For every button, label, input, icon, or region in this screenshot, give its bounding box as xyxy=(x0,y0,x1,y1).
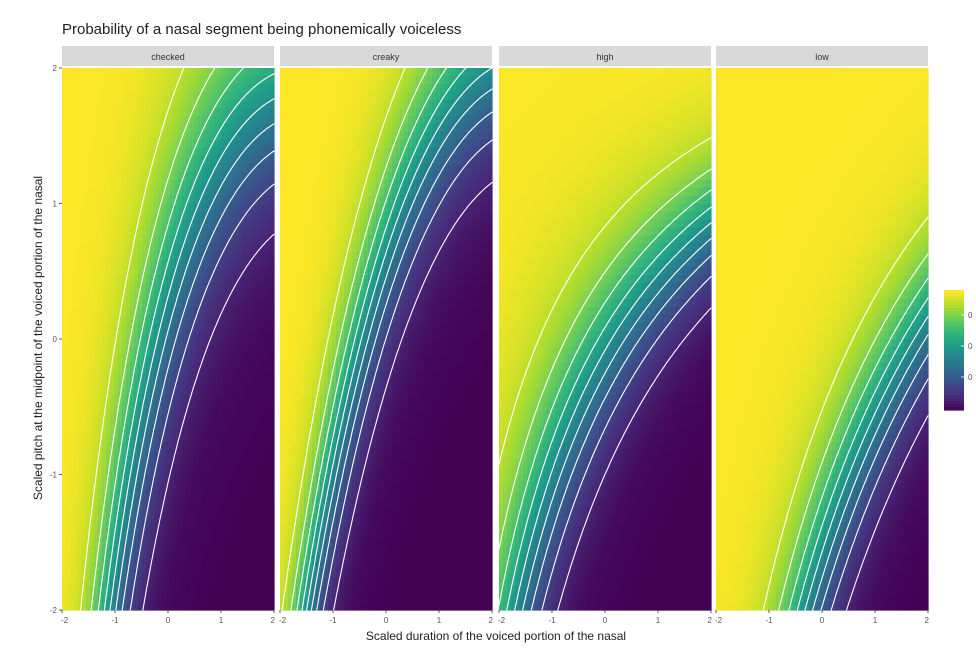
x-tick-label: 1 xyxy=(873,616,878,625)
x-tick-label: -2 xyxy=(498,616,506,625)
legend-label: 0 xyxy=(968,311,973,320)
x-tick-label: 0 xyxy=(384,616,389,625)
x-tick-label: 0 xyxy=(820,616,825,625)
x-tick-label: 2 xyxy=(708,616,713,625)
x-tick-label: 1 xyxy=(656,616,661,625)
chart-title: Probability of a nasal segment being pho… xyxy=(62,21,461,38)
x-tick-label: -1 xyxy=(111,616,119,625)
y-tick-label: -2 xyxy=(50,606,58,615)
x-tick-label: 2 xyxy=(271,616,276,625)
facet-panel-low: low -2 -1 0 1 2 xyxy=(715,46,930,625)
facet-panel-creaky: creaky -2 -1 0 1 2 xyxy=(279,46,494,625)
legend-swatch xyxy=(944,407,964,411)
x-tick-label: 2 xyxy=(489,616,494,625)
facet-label: creaky xyxy=(373,52,400,62)
x-tick-label: -1 xyxy=(765,616,773,625)
legend-label: 0 xyxy=(968,342,973,351)
facet-panel-high: high -2 -1 0 1 2 xyxy=(498,46,713,625)
heatmap-raster xyxy=(62,68,275,611)
heatmap-raster xyxy=(499,68,712,611)
legend-label: 0 xyxy=(968,373,973,382)
x-tick-label: 1 xyxy=(437,616,442,625)
x-tick-label: -2 xyxy=(279,616,287,625)
y-tick-label: -1 xyxy=(50,471,58,480)
x-tick-label: 0 xyxy=(166,616,171,625)
y-tick-label: 2 xyxy=(53,64,58,73)
facet-label: checked xyxy=(151,52,185,62)
x-tick-label: -2 xyxy=(61,616,69,625)
x-tick-label: 0 xyxy=(603,616,608,625)
y-axis-label: Scaled pitch at the midpoint of the voic… xyxy=(31,176,45,500)
x-tick-label: -2 xyxy=(715,616,723,625)
x-tick-label: 1 xyxy=(219,616,224,625)
heatmap-raster xyxy=(280,68,493,611)
facet-panel-checked: checked -2 -1 0 1 2 xyxy=(61,46,276,625)
facet-label: low xyxy=(815,52,829,62)
color-legend: 0 0 0 xyxy=(944,290,973,411)
x-tick-label: -1 xyxy=(329,616,337,625)
x-tick-label: -1 xyxy=(548,616,556,625)
y-tick-label: 0 xyxy=(53,335,58,344)
facet-label: high xyxy=(596,52,613,62)
x-tick-label: 2 xyxy=(925,616,930,625)
y-tick-label: 1 xyxy=(53,200,58,209)
heatmap-raster xyxy=(716,68,929,611)
x-axis-label: Scaled duration of the voiced portion of… xyxy=(366,629,626,643)
